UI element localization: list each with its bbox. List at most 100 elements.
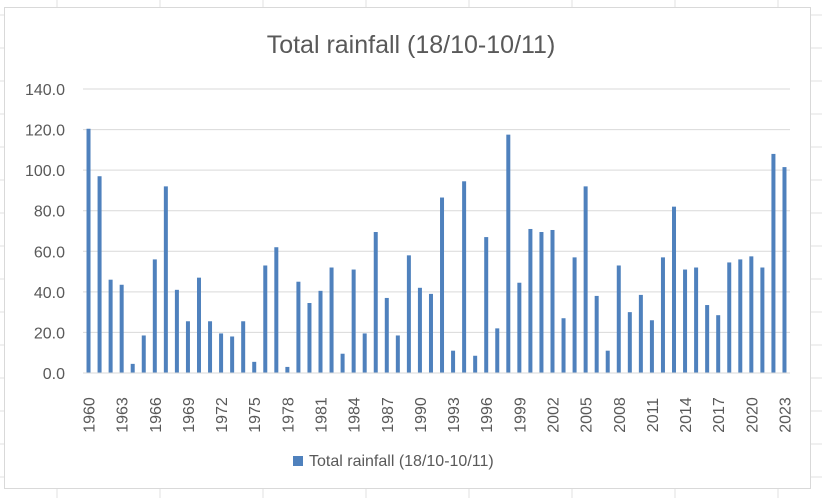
bar-1974[interactable] (241, 321, 246, 373)
x-tick-label: 1981 (314, 397, 331, 433)
bar-1960[interactable] (86, 128, 91, 373)
bar-1983[interactable] (340, 353, 345, 373)
bar-1984[interactable] (351, 269, 356, 373)
bar-2023[interactable] (782, 167, 787, 373)
bar-1966[interactable] (152, 259, 157, 373)
bar-2020[interactable] (749, 256, 754, 373)
bar-2003[interactable] (561, 318, 566, 373)
x-tick-label: 2011 (645, 398, 662, 433)
bar-1970[interactable] (196, 277, 201, 373)
bar-2019[interactable] (738, 259, 743, 373)
chart-area[interactable]: Total rainfall (18/10-10/11) 0.0 20.0 40.0… (4, 7, 811, 489)
y-tick-label: 120.0 (25, 123, 65, 140)
bar-1975[interactable] (252, 361, 257, 373)
x-tick-label: 1987 (380, 397, 397, 433)
bar-1972[interactable] (219, 333, 224, 373)
bar-1985[interactable] (362, 333, 367, 373)
bar-1997[interactable] (495, 328, 500, 373)
legend: Total rainfall (18/10-10/11) (293, 453, 494, 470)
y-tick-label: 140.0 (25, 82, 65, 99)
bar-2007[interactable] (605, 350, 610, 373)
legend-swatch (293, 456, 303, 466)
y-tick-label: 60.0 (34, 244, 65, 261)
bar-1991[interactable] (428, 293, 433, 373)
bar-2005[interactable] (583, 186, 588, 373)
bar-1981[interactable] (318, 290, 323, 373)
bar-2013[interactable] (672, 206, 677, 373)
x-tick-label: 1969 (181, 397, 198, 433)
bar-1976[interactable] (263, 265, 268, 373)
x-tick-label: 2014 (678, 397, 695, 433)
bar-2009[interactable] (627, 312, 632, 373)
bar-1998[interactable] (506, 134, 511, 373)
bar-1964[interactable] (130, 363, 135, 373)
y-axis-tick-labels: 0.0 20.0 40.0 60.0 80.0 100.0 120.0 140.0 (25, 82, 65, 383)
x-tick-label: 1963 (115, 397, 132, 433)
bar-1993[interactable] (451, 350, 456, 373)
bar-1990[interactable] (417, 287, 422, 373)
bar-2008[interactable] (616, 265, 621, 373)
bar-1968[interactable] (174, 289, 179, 373)
y-tick-label: 40.0 (34, 285, 65, 302)
bar-1973[interactable] (230, 336, 235, 373)
x-tick-label: 2008 (612, 397, 629, 433)
y-tick-label: 100.0 (25, 163, 65, 180)
bar-1982[interactable] (329, 267, 334, 373)
bar-1971[interactable] (208, 321, 213, 373)
bar-2001[interactable] (539, 232, 544, 373)
chart-title: Total rainfall (18/10-10/11) (267, 31, 556, 59)
bar-2006[interactable] (594, 295, 599, 373)
x-tick-label: 1960 (82, 397, 99, 433)
bar-2022[interactable] (771, 153, 776, 373)
x-tick-label: 2020 (744, 397, 761, 433)
bar-1989[interactable] (406, 255, 411, 373)
bar-1977[interactable] (274, 247, 279, 373)
bar-1978[interactable] (285, 366, 290, 373)
bar-2002[interactable] (550, 229, 555, 373)
bar-1987[interactable] (384, 297, 389, 373)
x-tick-label: 1999 (512, 397, 529, 433)
x-tick-label: 2002 (545, 397, 562, 433)
bar-1995[interactable] (473, 355, 478, 373)
legend-label: Total rainfall (18/10-10/11) (309, 453, 494, 470)
bar-1980[interactable] (307, 303, 312, 373)
x-tick-label: 1993 (446, 397, 463, 433)
y-tick-label: 80.0 (34, 204, 65, 221)
bar-2014[interactable] (683, 269, 688, 373)
bars (86, 128, 787, 373)
bar-1962[interactable] (108, 279, 113, 373)
bar-1988[interactable] (395, 335, 400, 373)
bar-1965[interactable] (141, 335, 146, 373)
bar-1994[interactable] (462, 181, 467, 373)
y-tick-label: 0.0 (43, 366, 65, 383)
bar-2021[interactable] (760, 267, 765, 373)
bar-1963[interactable] (119, 284, 124, 373)
x-tick-label: 2005 (579, 397, 596, 433)
bar-2015[interactable] (694, 267, 699, 373)
bar-1969[interactable] (185, 321, 190, 373)
bar-1996[interactable] (484, 237, 489, 373)
bar-1992[interactable] (440, 197, 445, 373)
bar-2016[interactable] (705, 305, 710, 373)
bar-1967[interactable] (163, 186, 168, 373)
bar-2000[interactable] (528, 228, 533, 373)
x-tick-label: 2017 (711, 397, 728, 433)
bar-1961[interactable] (97, 176, 102, 373)
bar-chart: Total rainfall (18/10-10/11) 0.0 20.0 40.0… (25, 31, 795, 470)
bar-1979[interactable] (296, 281, 301, 373)
y-tick-label: 20.0 (34, 325, 65, 342)
x-tick-label: 1984 (347, 397, 364, 433)
bar-2004[interactable] (572, 257, 577, 373)
bar-2010[interactable] (638, 294, 643, 373)
bar-2018[interactable] (727, 262, 732, 373)
x-tick-label: 1990 (413, 397, 430, 433)
bar-2012[interactable] (660, 257, 665, 373)
bar-1999[interactable] (517, 282, 522, 373)
bar-2011[interactable] (649, 320, 654, 373)
x-tick-label: 1978 (280, 397, 297, 433)
x-tick-label: 1972 (214, 397, 231, 433)
bar-2017[interactable] (716, 315, 721, 373)
x-tick-label: 2023 (777, 397, 794, 433)
x-tick-label: 1966 (148, 397, 165, 433)
bar-1986[interactable] (373, 232, 378, 373)
